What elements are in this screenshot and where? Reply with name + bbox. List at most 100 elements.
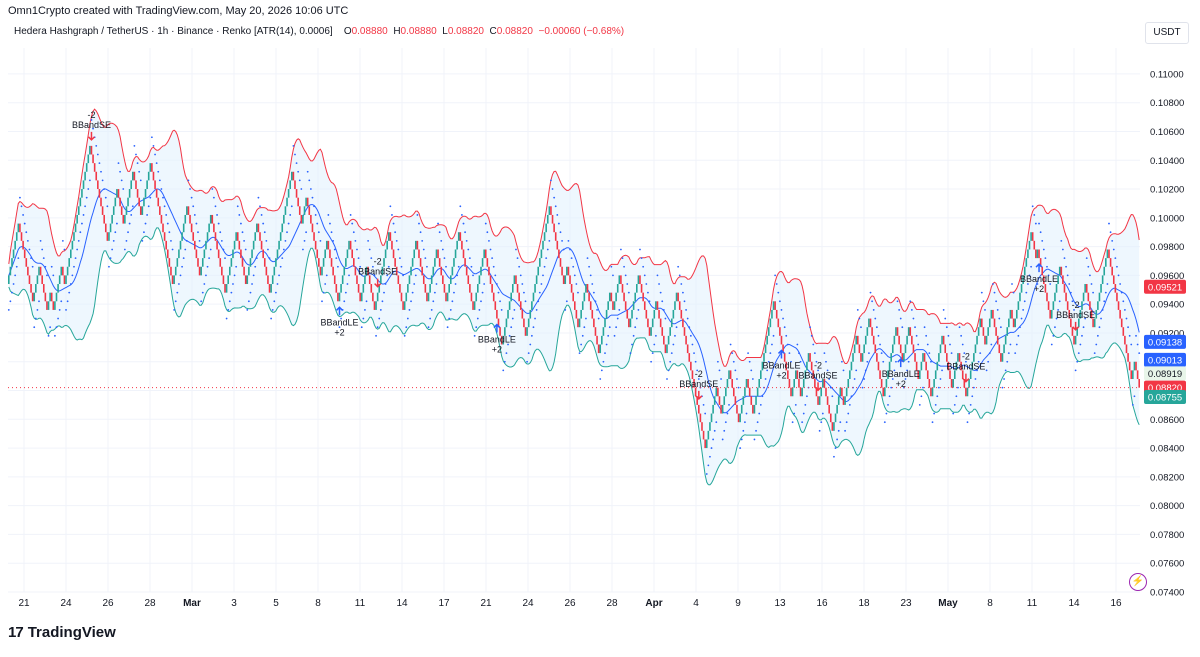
renko-brick-up[interactable] [833,422,835,431]
renko-brick-up[interactable] [969,370,972,380]
renko-brick-down[interactable] [1122,327,1125,336]
renko-brick-up[interactable] [650,327,652,336]
renko-brick-down[interactable] [787,370,789,380]
renko-brick-down[interactable] [551,214,554,224]
renko-brick-down[interactable] [1120,318,1123,328]
renko-brick-down[interactable] [170,266,172,276]
renko-brick-up[interactable] [36,275,39,285]
renko-brick-up[interactable] [68,258,71,267]
renko-brick-up[interactable] [456,240,458,250]
renko-brick-up[interactable] [513,275,516,285]
renko-brick-up[interactable] [76,214,78,224]
renko-brick-down[interactable] [686,344,689,354]
renko-brick-down[interactable] [1119,309,1121,319]
renko-brick-up[interactable] [451,266,454,276]
renko-brick-up[interactable] [176,258,179,267]
renko-brick-up[interactable] [1017,301,1020,310]
renko-brick-up[interactable] [182,223,185,233]
renko-brick-up[interactable] [802,379,805,388]
renko-brick-up[interactable] [11,258,13,267]
renko-brick-down[interactable] [484,249,487,259]
renko-brick-down[interactable] [300,214,303,224]
renko-brick-down[interactable] [97,180,99,190]
renko-brick-down[interactable] [829,413,832,423]
renko-brick-up[interactable] [540,249,543,259]
renko-brick-down[interactable] [190,223,193,233]
renko-brick-down[interactable] [392,249,395,259]
renko-brick-down[interactable] [1087,292,1090,302]
renko-brick-up[interactable] [543,232,546,241]
renko-brick-up[interactable] [604,318,606,328]
renko-brick-up[interactable] [1025,258,1028,267]
renko-brick-up[interactable] [580,309,582,319]
renko-brick-down[interactable] [664,344,667,354]
renko-brick-down[interactable] [961,370,964,380]
renko-brick-up[interactable] [141,206,144,215]
renko-brick-up[interactable] [715,387,718,397]
renko-brick-up[interactable] [637,275,640,285]
renko-brick-down[interactable] [701,422,703,431]
renko-brick-down[interactable] [993,318,996,328]
renko-brick-down[interactable] [596,335,598,345]
renko-brick-up[interactable] [794,370,797,380]
renko-brick-up[interactable] [836,404,838,414]
renko-brick-down[interactable] [39,266,42,276]
renko-brick-down[interactable] [194,240,196,250]
renko-brick-down[interactable] [809,353,811,362]
renko-brick-up[interactable] [1101,275,1104,285]
renko-brick-down[interactable] [189,214,191,224]
renko-brick-down[interactable] [394,258,396,267]
renko-brick-up[interactable] [968,379,970,388]
renko-brick-down[interactable] [308,206,311,215]
renko-brick-down[interactable] [747,379,749,388]
renko-brick-up[interactable] [895,327,897,336]
renko-brick-up[interactable] [17,223,20,233]
renko-brick-down[interactable] [154,180,156,190]
renko-brick-down[interactable] [157,197,160,207]
renko-brick-up[interactable] [1019,292,1021,302]
renko-brick-down[interactable] [397,275,400,285]
renko-brick-down[interactable] [553,223,555,233]
renko-brick-up[interactable] [380,275,382,285]
renko-brick-up[interactable] [227,275,229,285]
renko-brick-up[interactable] [931,387,934,397]
renko-brick-down[interactable] [462,249,465,259]
renko-brick-up[interactable] [252,240,255,250]
renko-brick-up[interactable] [383,258,385,267]
renko-brick-up[interactable] [1014,318,1016,328]
renko-brick-down[interactable] [52,301,55,310]
renko-brick-up[interactable] [653,309,656,319]
renko-brick-down[interactable] [774,301,776,310]
renko-brick-down[interactable] [828,404,830,414]
renko-brick-down[interactable] [1112,275,1115,285]
renko-brick-down[interactable] [359,292,361,302]
renko-brick-up[interactable] [66,266,69,276]
renko-brick-down[interactable] [395,266,398,276]
renko-brick-down[interactable] [960,361,962,371]
renko-brick-up[interactable] [608,292,611,302]
renko-brick-down[interactable] [497,318,500,328]
renko-brick-down[interactable] [469,284,471,293]
renko-brick-up[interactable] [990,309,993,319]
renko-brick-down[interactable] [25,258,28,267]
renko-brick-up[interactable] [84,171,86,181]
renko-brick-down[interactable] [926,370,929,380]
renko-brick-down[interactable] [680,309,683,319]
renko-brick-down[interactable] [19,223,21,233]
renko-brick-down[interactable] [368,275,371,285]
renko-brick-down[interactable] [825,387,827,397]
renko-brick-down[interactable] [421,266,423,276]
currency-selector[interactable]: USDT [1145,22,1189,44]
renko-brick-up[interactable] [615,292,617,302]
renko-brick-up[interactable] [149,163,152,172]
renko-brick-down[interactable] [424,284,427,293]
renko-brick-up[interactable] [952,379,954,388]
renko-brick-down[interactable] [577,318,579,328]
renko-brick-up[interactable] [527,318,530,328]
renko-brick-up[interactable] [1028,240,1031,250]
renko-brick-up[interactable] [739,413,741,423]
renko-brick-up[interactable] [74,223,77,233]
renko-brick-down[interactable] [163,232,166,241]
renko-brick-down[interactable] [992,309,994,319]
renko-brick-up[interactable] [855,335,858,345]
